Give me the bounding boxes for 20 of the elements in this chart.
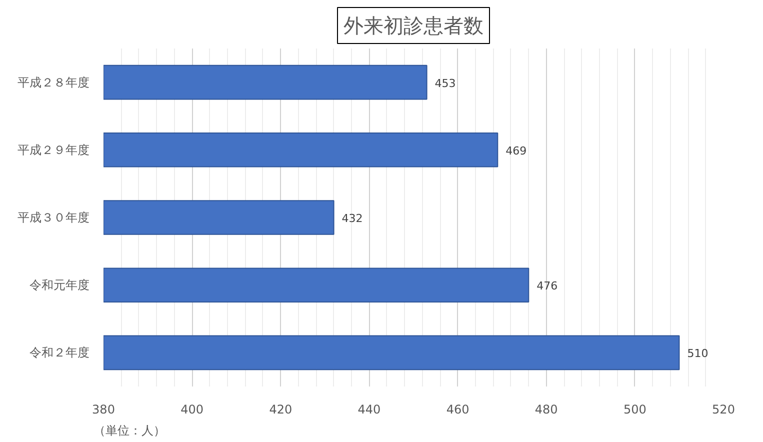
data-label: 453	[434, 76, 456, 90]
y-tick-label: 平成３０年度	[18, 210, 90, 224]
y-tick-label: 平成２８年度	[18, 75, 90, 90]
x-tick-label: 520	[712, 402, 735, 416]
y-tick-label: 平成２９年度	[18, 142, 90, 157]
x-tick-label: 500	[623, 402, 646, 416]
x-tick-label: 400	[180, 402, 204, 416]
data-label: 510	[687, 347, 708, 360]
y-tick-label: 令和２年度	[30, 346, 90, 360]
x-tick-label: 480	[534, 402, 558, 416]
chart-title: 外来初診患者数	[344, 14, 484, 38]
data-label: 432	[342, 212, 363, 225]
text: （単位：人）	[94, 424, 166, 438]
data-label: 476	[536, 280, 558, 293]
y-tick-label: 令和元年度	[30, 278, 90, 292]
x-tick-label: 440	[358, 402, 381, 416]
data-label: 469	[506, 144, 527, 158]
x-tick-label: 380	[92, 402, 115, 416]
x-tick-label: 460	[446, 402, 470, 416]
x-tick-label: 420	[269, 402, 292, 416]
